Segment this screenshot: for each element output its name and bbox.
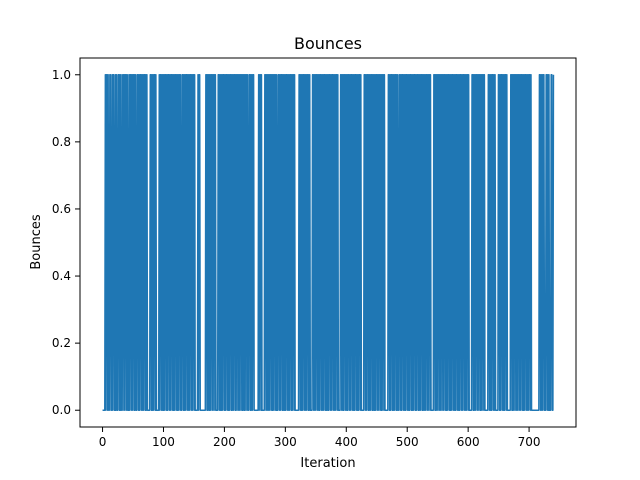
axes-frame bbox=[79, 57, 577, 428]
y-tick-label: 1.0 bbox=[52, 68, 71, 82]
chart-title: Bounces bbox=[294, 34, 362, 53]
x-tick-label: 0 bbox=[99, 435, 107, 449]
series-line-0 bbox=[102, 74, 555, 411]
x-tick-label: 200 bbox=[213, 435, 236, 449]
x-axis: 0 100 200 300 400 500 600 700 bbox=[99, 427, 541, 449]
x-tick-label: 300 bbox=[274, 435, 297, 449]
y-axis: 0.0 0.2 0.4 0.6 0.8 1.0 bbox=[52, 68, 80, 417]
x-tick-label: 600 bbox=[457, 435, 480, 449]
x-tick-label: 500 bbox=[396, 435, 419, 449]
plot-area bbox=[102, 74, 555, 411]
y-axis-label: Bounces bbox=[29, 214, 44, 269]
y-tick-label: 0.6 bbox=[52, 202, 71, 216]
y-tick-label: 0.0 bbox=[52, 403, 71, 417]
x-tick-label: 700 bbox=[518, 435, 541, 449]
x-axis-label: Iteration bbox=[300, 456, 355, 471]
x-tick-label: 100 bbox=[152, 435, 175, 449]
y-tick-label: 0.4 bbox=[52, 269, 71, 283]
y-tick-label: 0.2 bbox=[52, 336, 71, 350]
y-tick-label: 0.8 bbox=[52, 135, 71, 149]
x-tick-label: 400 bbox=[335, 435, 358, 449]
